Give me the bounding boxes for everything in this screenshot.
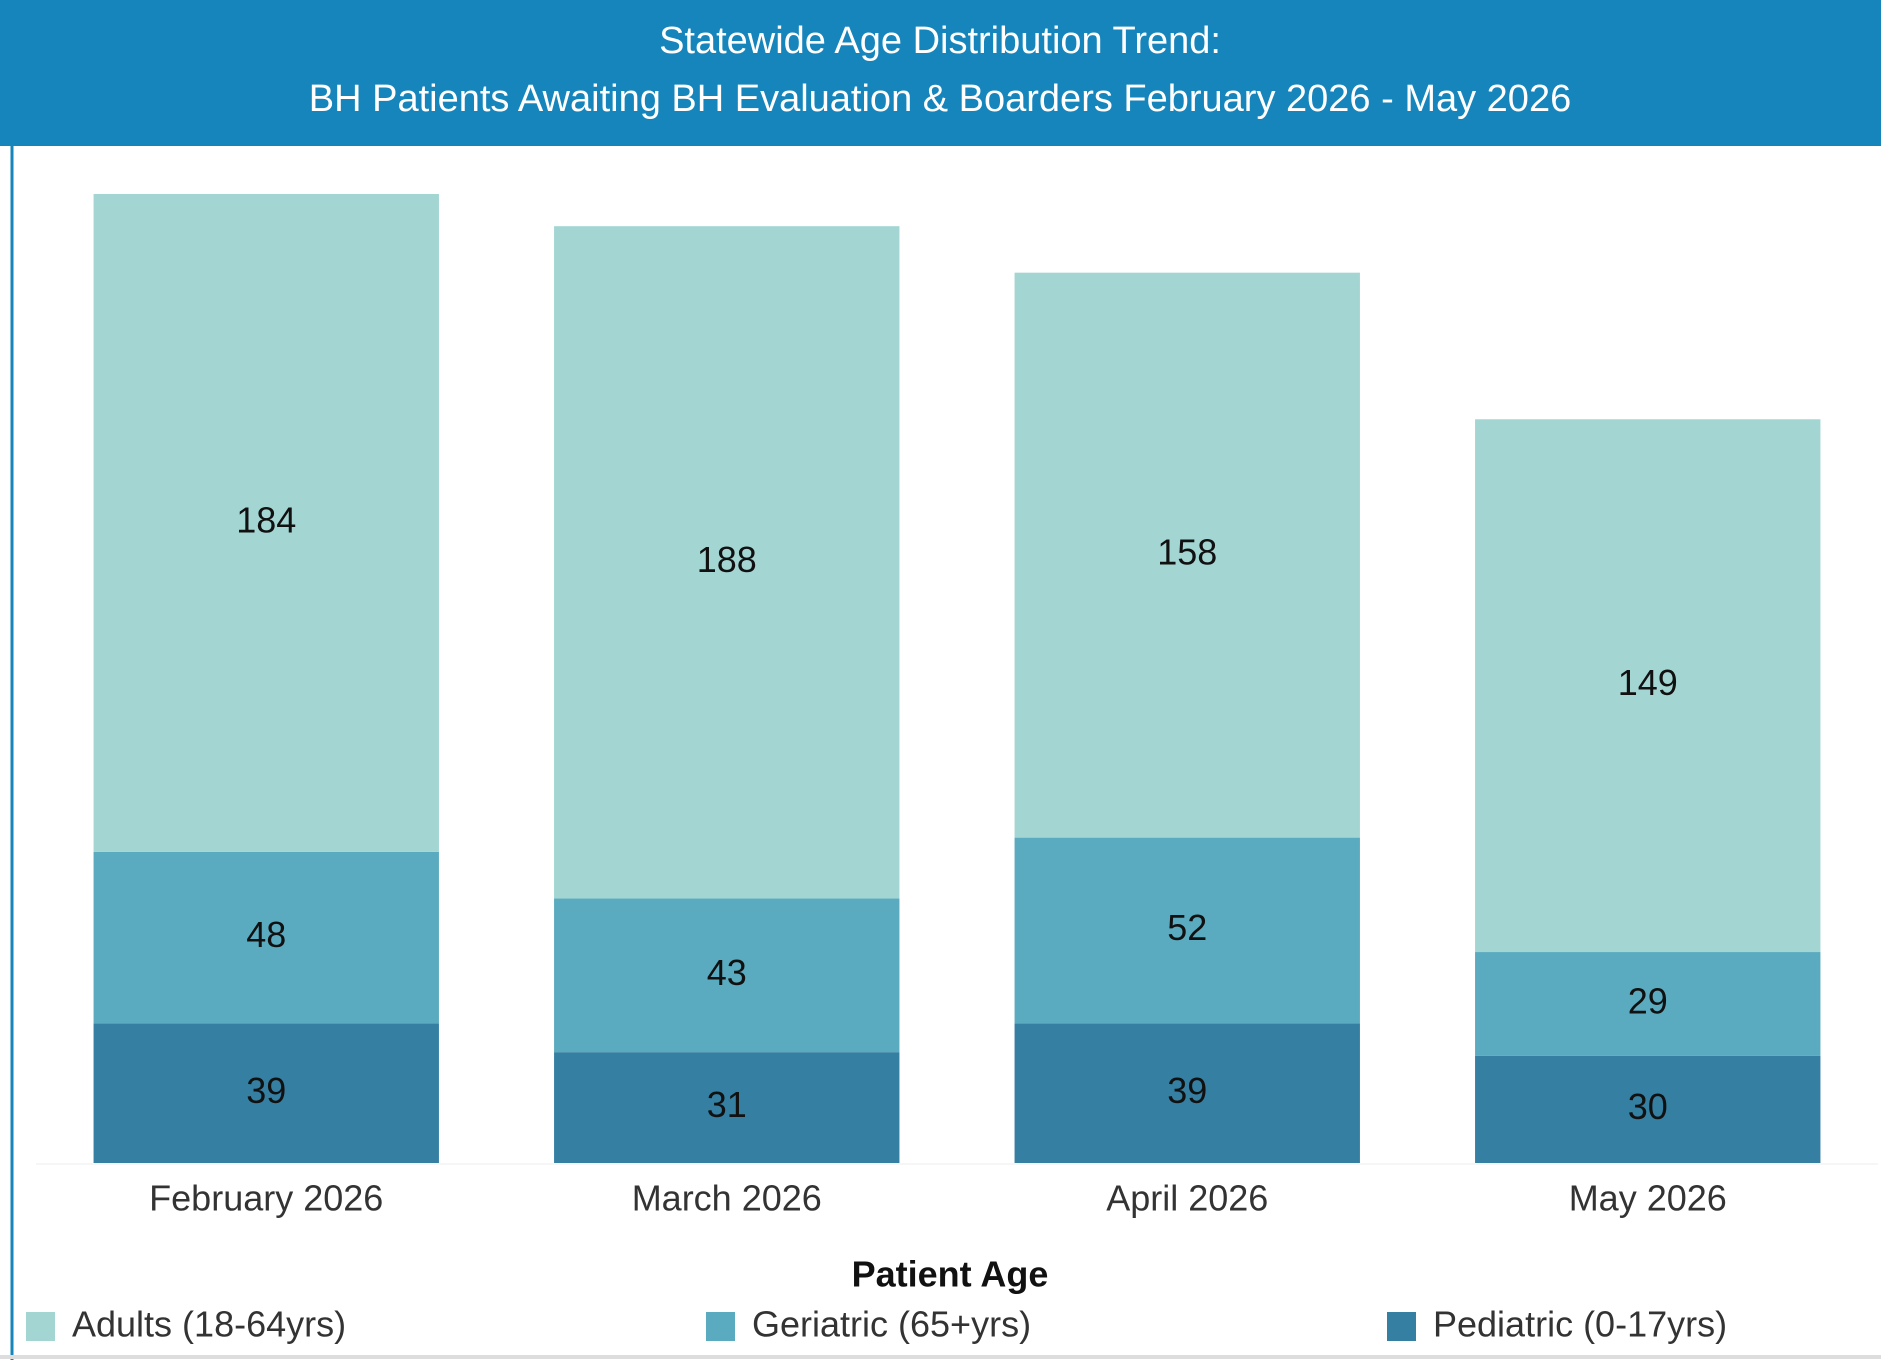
x-tick-label: February 2026 <box>149 1178 383 1219</box>
bar-segment <box>554 226 900 899</box>
legend-swatch <box>1387 1312 1416 1341</box>
data-label: 149 <box>1618 662 1678 703</box>
bar-segment <box>554 1052 900 1163</box>
data-label: 48 <box>246 914 286 955</box>
data-label: 39 <box>1167 1070 1207 1111</box>
legend-swatch <box>26 1312 55 1341</box>
x-tick-label: March 2026 <box>632 1178 822 1219</box>
legend-swatch <box>706 1312 735 1341</box>
data-label: 43 <box>707 952 747 993</box>
data-label: 29 <box>1628 980 1668 1021</box>
legend-label: Geriatric (65+yrs) <box>752 1304 1031 1345</box>
data-label: 30 <box>1628 1086 1668 1127</box>
bar-segment <box>1014 1023 1360 1163</box>
x-tick-label: April 2026 <box>1106 1178 1268 1219</box>
data-label: 31 <box>707 1084 747 1125</box>
chart-subtitle: BH Patients Awaiting BH Evaluation & Boa… <box>309 78 1571 120</box>
bar-segment <box>1014 272 1360 838</box>
data-label: 158 <box>1157 532 1217 573</box>
data-label: 188 <box>697 539 757 580</box>
chart-title: Statewide Age Distribution Trend: <box>659 20 1221 62</box>
bar-segment <box>1475 952 1821 1056</box>
legend-label: Adults (18-64yrs) <box>72 1304 346 1345</box>
bar-segment <box>93 1023 439 1163</box>
data-label: 39 <box>246 1070 286 1111</box>
bar-segment <box>1014 837 1360 1024</box>
legend-title: Patient Age <box>852 1254 1049 1295</box>
bar-segment <box>1475 1055 1821 1163</box>
bar-segment <box>1475 419 1821 953</box>
bar-segment <box>554 898 900 1053</box>
x-tick-label: May 2026 <box>1569 1178 1727 1219</box>
bar-segment <box>93 851 439 1024</box>
data-label: 184 <box>236 499 296 540</box>
bar-segment <box>93 194 439 852</box>
title-bar <box>0 0 1881 146</box>
data-label: 52 <box>1167 907 1207 948</box>
legend-label: Pediatric (0-17yrs) <box>1433 1304 1727 1345</box>
